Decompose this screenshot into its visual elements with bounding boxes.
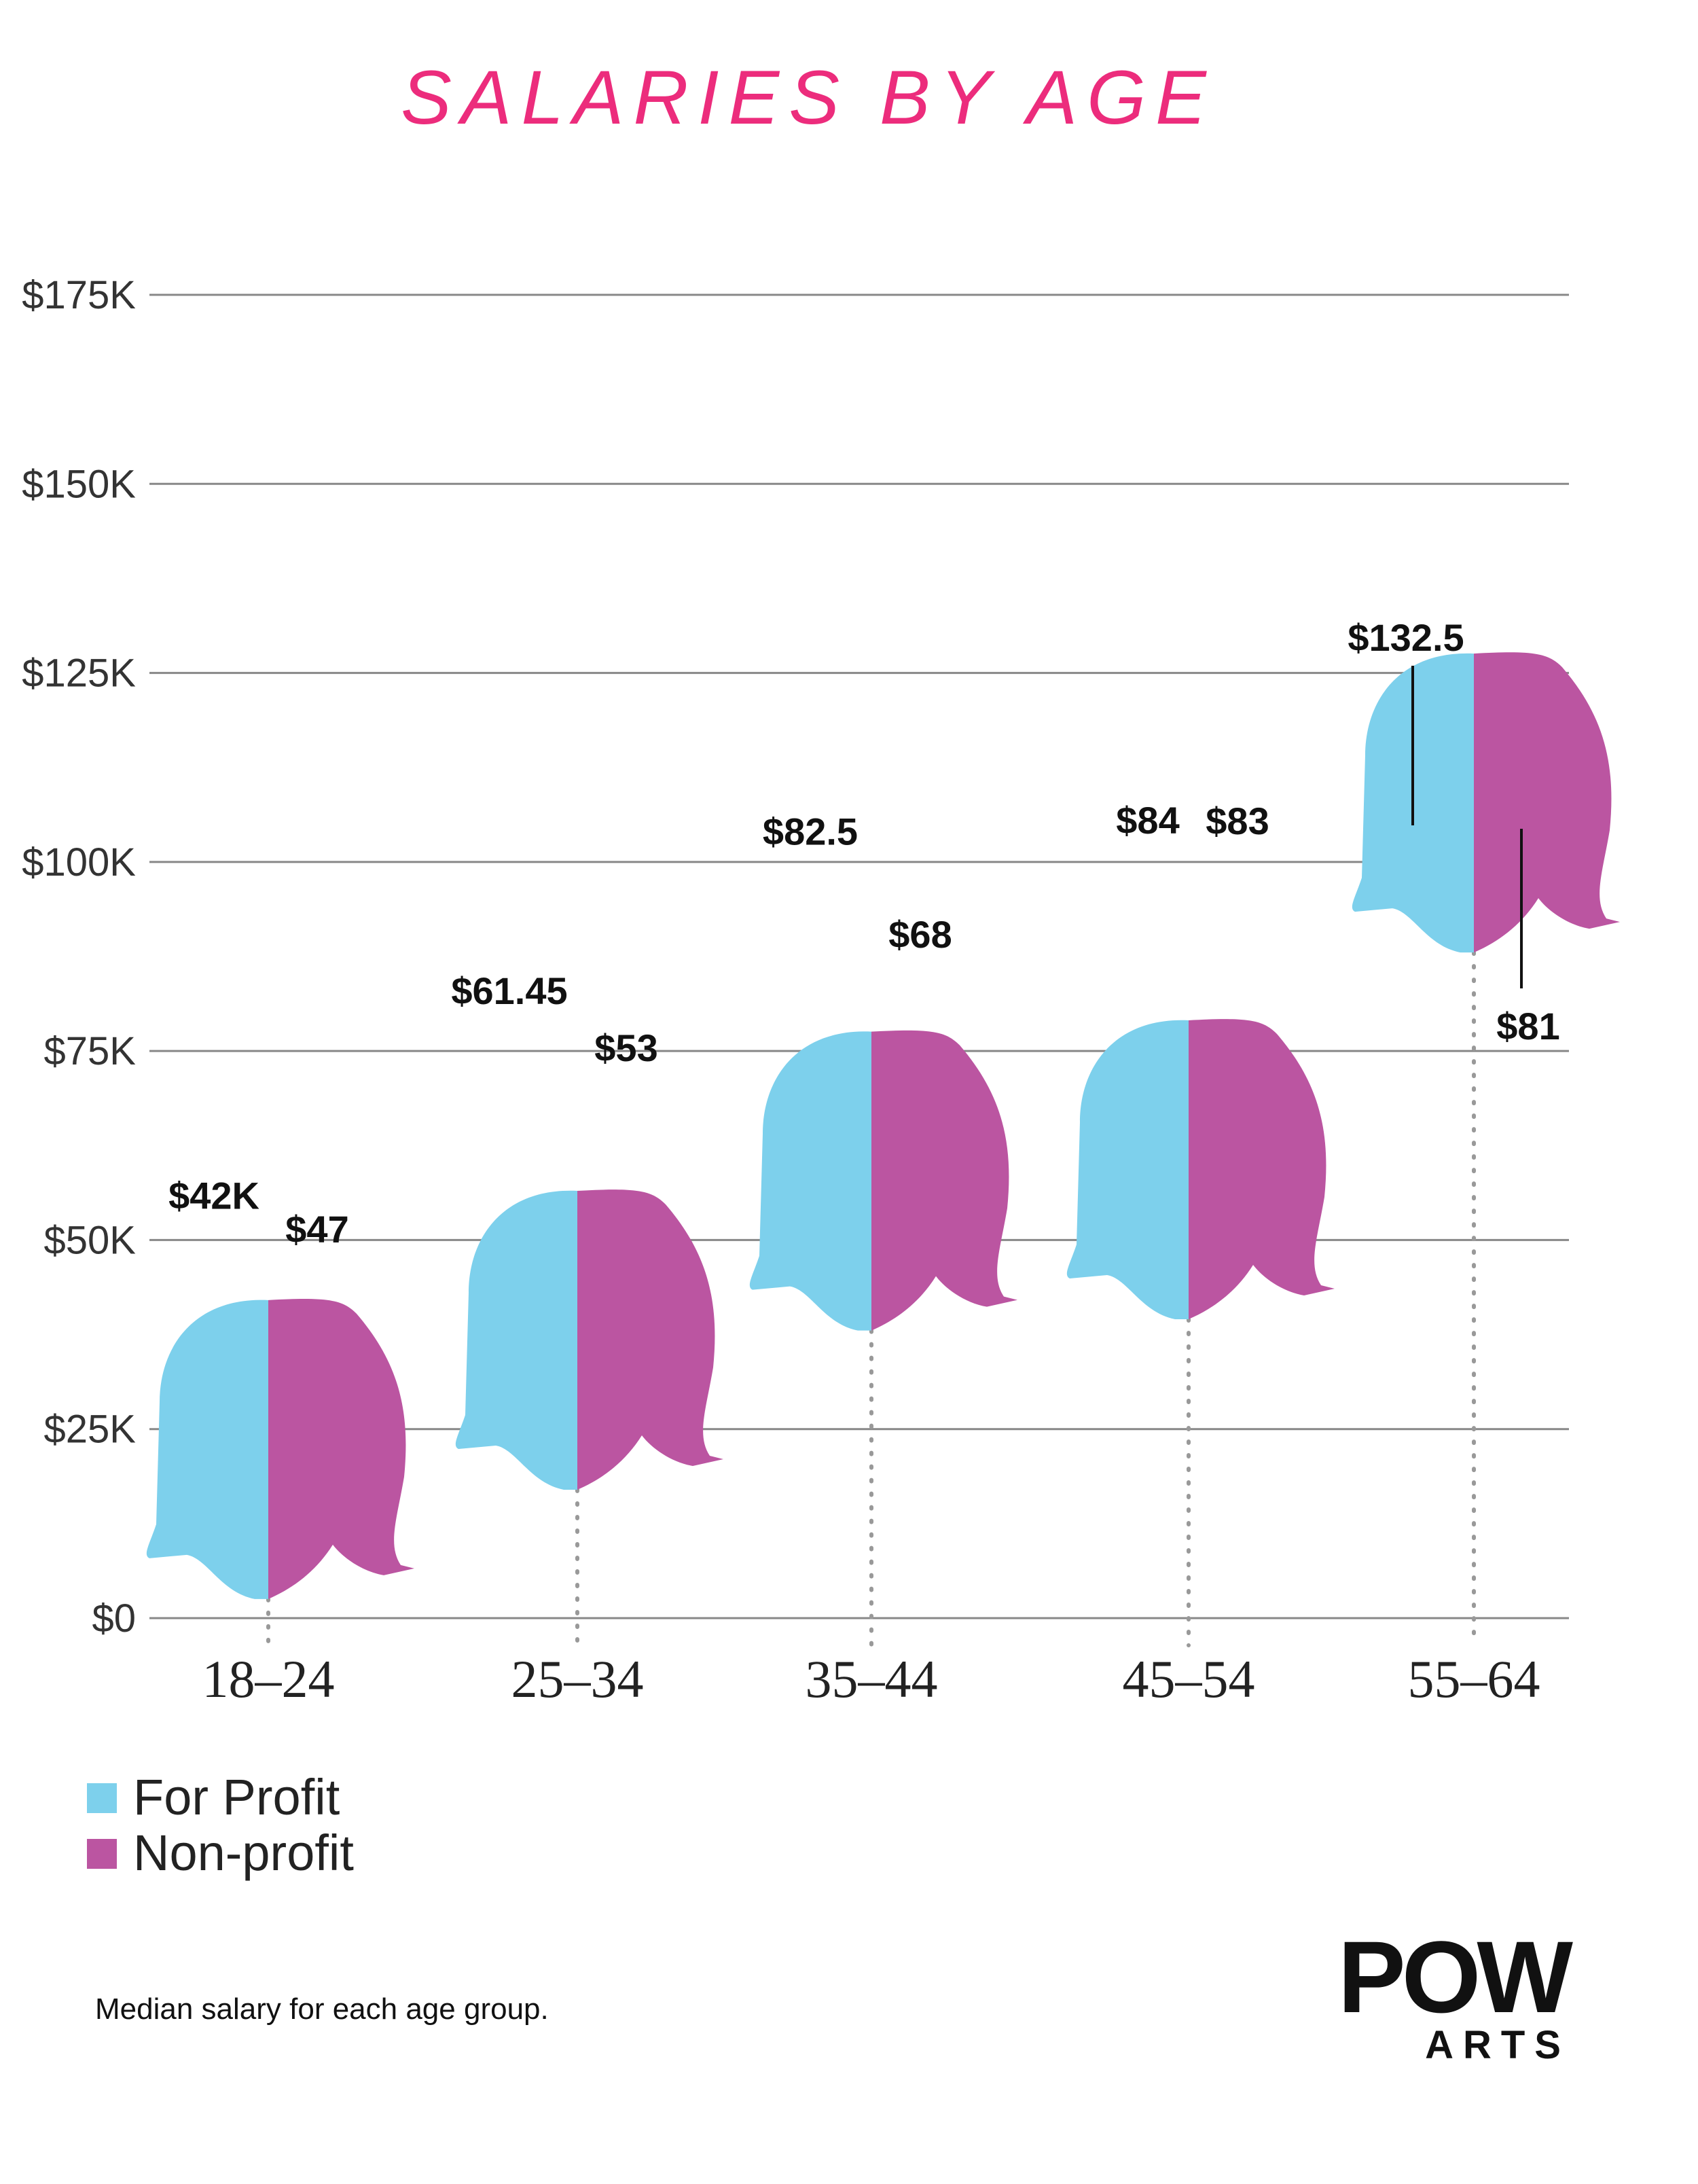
x-tick-label: 25–34 [511,1649,644,1708]
legend-label: Non-profit [133,1825,354,1881]
head-non-profit [871,1030,1017,1331]
data-label-for-profit: $132.5 [1348,616,1464,659]
head-for-profit [1066,1020,1189,1319]
data-label-for-profit: $84 [1116,799,1179,842]
x-tick-label: 35–44 [806,1649,938,1708]
y-tick-label: $0 [92,1596,136,1641]
data-label-for-profit: $61.45 [451,969,567,1012]
x-tick-label: 55–64 [1408,1649,1540,1708]
labels-layer: 18–24 $42K $47 25–34 $61.45 $53 35–44 $82.5 $68 4… [168,616,1560,1708]
data-label-for-profit: $82.5 [763,810,858,853]
head-non-profit [577,1189,723,1490]
logo-arts: ARTS [1425,2023,1570,2067]
x-tick-label: 18–24 [202,1649,335,1708]
legend-swatch [87,1783,117,1813]
logo-pow: POW [1338,1920,1574,2034]
y-tick-label: $175K [22,273,136,317]
y-tick-label: $125K [22,651,136,696]
heads-layer [146,652,1620,1647]
pow-arts-logo: POW ARTS [1338,1920,1578,2067]
y-tick-label: $50K [44,1218,137,1262]
head-for-profit [749,1031,871,1331]
x-tick-label: 45–54 [1123,1649,1255,1708]
head-for-profit [455,1190,577,1490]
data-label-for-profit: $42K [168,1174,259,1217]
head-non-profit [1474,652,1620,953]
y-tick-label: $150K [22,462,136,506]
data-label-non-profit: $68 [888,913,952,956]
footnote: Median salary for each age group. [95,1992,549,2026]
y-tick-label: $25K [44,1408,137,1452]
y-tick-label: $75K [44,1029,137,1073]
data-label-non-profit: $47 [285,1208,348,1251]
head-non-profit [268,1299,414,1599]
data-label-non-profit: $81 [1496,1005,1559,1048]
y-tick-label: $100K [22,840,136,884]
head-for-profit [146,1300,268,1599]
chart-title: SALARIES BY AGE [401,55,1216,140]
legend-swatch [87,1839,117,1869]
data-label-non-profit: $53 [594,1026,657,1069]
head-non-profit [1189,1019,1335,1319]
legend-label: For Profit [133,1769,340,1825]
data-label-non-profit: $83 [1206,800,1269,842]
